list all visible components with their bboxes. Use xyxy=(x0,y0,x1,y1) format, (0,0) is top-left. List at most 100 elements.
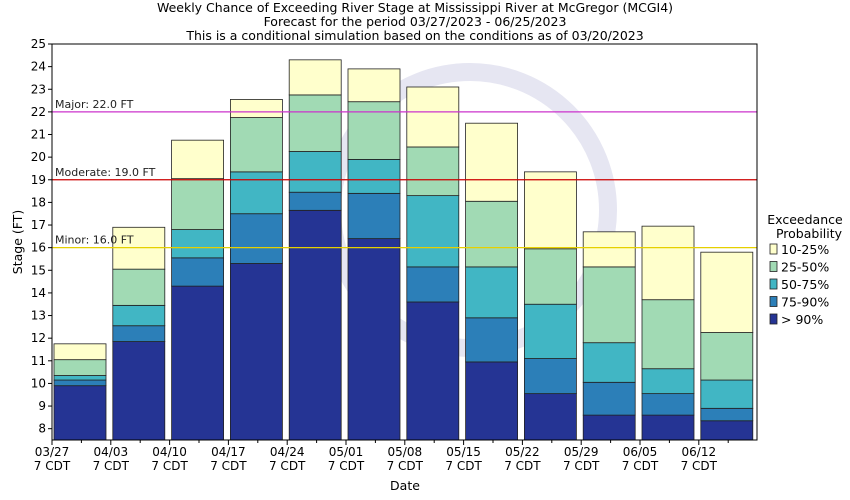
bar-04-17-exceed-75-90 xyxy=(229,213,283,264)
bar-05-08-exceed-50-75 xyxy=(406,195,460,268)
bar-04-17-exceed-50-75 xyxy=(229,171,283,215)
y-tick-label: 17 xyxy=(31,218,46,232)
bar-05-22-exceed-25-50 xyxy=(524,248,577,305)
bar-06-05-exceed-10-25 xyxy=(641,225,695,301)
x-tick-label-tz: 7 CDT xyxy=(681,459,718,473)
bar-05-22-exceed-75-90 xyxy=(524,358,577,395)
y-tick-label: 25 xyxy=(31,37,46,51)
x-tick-label-tz: 7 CDT xyxy=(504,459,541,473)
bar-06-12-exceed-75-90 xyxy=(700,407,754,422)
legend-label: 50-75% xyxy=(781,277,829,292)
x-tick-label-tz: 7 CDT xyxy=(34,459,71,473)
bar-04-03-exceed-25-50 xyxy=(112,268,166,306)
bar-06-12-exceed-gt-90 xyxy=(700,420,754,441)
bar-04-24-exceed-75-90 xyxy=(288,191,342,211)
y-tick-label: 23 xyxy=(31,82,46,96)
bar-04-17-exceed-gt-90 xyxy=(229,263,283,441)
x-tick-label-tz: 7 CDT xyxy=(563,459,600,473)
bar-04-17-exceed-25-50 xyxy=(229,117,283,173)
bar-05-08-exceed-10-25 xyxy=(406,86,460,148)
legend-swatch xyxy=(769,313,778,325)
x-tick-label-date: 05/01 xyxy=(329,445,364,459)
bar-05-22-exceed-gt-90 xyxy=(524,393,577,441)
bar-05-15-exceed-75-90 xyxy=(465,317,519,363)
x-tick-label-date: 06/05 xyxy=(623,445,658,459)
bar-04-03-exceed-50-75 xyxy=(112,304,166,327)
x-axis-label: Date xyxy=(390,478,420,493)
bar-series xyxy=(53,59,754,441)
x-tick-label-date: 03/27 xyxy=(35,445,70,459)
flood-stage-lines: Major: 22.0 FT Moderate: 19.0 FT Minor: 16… xyxy=(52,98,757,249)
bar-05-08-exceed-gt-90 xyxy=(406,301,460,441)
x-tick-label-tz: 7 CDT xyxy=(387,459,424,473)
bar-06-12-exceed-25-50 xyxy=(700,332,754,381)
legend-title-line-1: Exceedance xyxy=(767,212,843,227)
legend: Exceedance Probability 10-25% 25-50% 50-75… xyxy=(767,212,843,327)
x-tick-label-tz: 7 CDT xyxy=(269,459,306,473)
y-tick-label: 15 xyxy=(31,263,46,277)
bar-05-22-exceed-50-75 xyxy=(524,303,577,359)
y-tick-label: 10 xyxy=(31,376,46,390)
flood-label-minor: Minor: 16.0 FT xyxy=(55,234,134,247)
y-tick-label: 24 xyxy=(31,60,46,74)
bar-06-05-exceed-75-90 xyxy=(641,393,695,416)
bar-04-24-exceed-50-75 xyxy=(288,151,342,193)
bar-04-03-exceed-gt-90 xyxy=(112,341,166,441)
legend-label: 75-90% xyxy=(781,295,829,310)
bar-04-24-exceed-gt-90 xyxy=(288,209,342,441)
x-tick-label-date: 05/29 xyxy=(564,445,599,459)
x-tick-label-date: 05/22 xyxy=(505,445,540,459)
bar-05-15-exceed-50-75 xyxy=(465,266,519,319)
y-tick-label: 9 xyxy=(38,399,46,413)
x-tick-label-tz: 7 CDT xyxy=(210,459,247,473)
y-tick-label: 11 xyxy=(31,354,46,368)
x-tick-label-date: 04/10 xyxy=(152,445,187,459)
x-tick-label-date: 05/08 xyxy=(388,445,423,459)
legend-swatch xyxy=(769,243,778,255)
x-tick-label-tz: 7 CDT xyxy=(622,459,659,473)
y-tick-label: 19 xyxy=(31,173,46,187)
bar-04-10-exceed-gt-90 xyxy=(171,285,225,441)
legend-swatch xyxy=(769,261,778,272)
x-tick-label-date: 05/15 xyxy=(446,445,481,459)
y-axis-label: Stage (FT) xyxy=(10,210,25,274)
bar-06-12-exceed-10-25 xyxy=(700,251,754,333)
y-tick-label: 8 xyxy=(38,422,46,436)
legend-swatch xyxy=(769,278,778,290)
bar-05-01-exceed-gt-90 xyxy=(347,238,401,441)
bar-04-10-exceed-75-90 xyxy=(171,257,225,287)
bar-04-17-exceed-10-25 xyxy=(229,99,283,118)
y-tick-label: 21 xyxy=(31,128,46,142)
legend-title-line-2: Probability xyxy=(776,226,843,241)
bar-05-01-exceed-75-90 xyxy=(347,192,401,240)
bar-05-29-exceed-75-90 xyxy=(582,381,636,416)
legend-swatch xyxy=(769,296,778,307)
bar-05-29-exceed-gt-90 xyxy=(582,414,636,441)
y-tick-label: 20 xyxy=(31,150,46,164)
bar-05-15-exceed-gt-90 xyxy=(465,361,519,441)
chart-title-line-1: Weekly Chance of Exceeding River Stage a… xyxy=(157,0,673,15)
y-tick-label: 18 xyxy=(31,195,46,209)
bar-03-27-exceed-50-75 xyxy=(53,375,107,381)
bar-05-08-exceed-75-90 xyxy=(406,266,460,303)
x-tick-label-tz: 7 CDT xyxy=(328,459,365,473)
bar-05-01-exceed-50-75 xyxy=(347,159,401,194)
bar-05-22-exceed-10-25 xyxy=(524,171,577,250)
bar-06-05-exceed-gt-90 xyxy=(641,414,695,441)
bar-05-29-exceed-25-50 xyxy=(582,266,636,344)
legend-label: > 90% xyxy=(781,312,823,327)
legend-label: 25-50% xyxy=(781,260,829,275)
bar-05-01-exceed-25-50 xyxy=(347,101,401,160)
bar-04-10-exceed-50-75 xyxy=(171,229,225,259)
bar-03-27-exceed-75-90 xyxy=(53,379,107,387)
x-tick-label-tz: 7 CDT xyxy=(93,459,130,473)
bar-04-10-exceed-25-50 xyxy=(171,178,225,230)
bar-05-29-exceed-10-25 xyxy=(582,231,636,268)
y-tick-label: 12 xyxy=(31,331,46,345)
bar-06-05-exceed-50-75 xyxy=(641,368,695,395)
bar-05-08-exceed-25-50 xyxy=(406,146,460,197)
chart-title-line-2: Forecast for the period 03/27/2023 - 06/… xyxy=(264,14,567,29)
legend-label: 10-25% xyxy=(781,242,829,257)
y-axis: 8 9 10 11 12 13 14 15 16 17 18 19 20 21 22 23 24 25 xyxy=(31,37,52,436)
